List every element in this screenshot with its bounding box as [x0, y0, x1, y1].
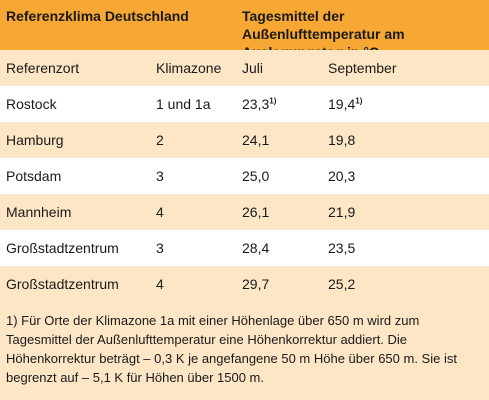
cell-september: 19,8: [328, 132, 356, 148]
cell-september: 25,2: [328, 276, 356, 292]
table-row: Großstadtzentrum 3 28,4 23,5: [0, 230, 489, 266]
cell-juli-value: 23,3: [242, 96, 270, 112]
cell-klimazone: 3: [156, 168, 164, 184]
table-row: Großstadtzentrum 4 29,7 25,2: [0, 266, 489, 303]
footnote-marker: 1): [269, 96, 277, 106]
footnote-marker: 1): [355, 96, 363, 106]
column-header-klimazone: Klimazone: [156, 60, 222, 76]
cell-juli: 28,4: [242, 240, 270, 256]
column-header-september: September: [328, 60, 397, 76]
footnote-text: 1) Für Orte der Klimazone 1a mit einer H…: [6, 313, 457, 385]
cell-referenzort: Rostock: [6, 96, 57, 112]
cell-referenzort: Mannheim: [6, 204, 72, 220]
cell-klimazone: 4: [156, 276, 164, 292]
cell-referenzort: Hamburg: [6, 132, 64, 148]
cell-september-value: 19,4: [328, 96, 356, 112]
cell-juli: 26,1: [242, 204, 270, 220]
cell-referenzort: Großstadtzentrum: [6, 240, 119, 256]
cell-september: 20,3: [328, 168, 356, 184]
cell-klimazone: 2: [156, 132, 164, 148]
column-header-row: Referenzort Klimazone Juli September: [0, 50, 489, 86]
cell-referenzort: Großstadtzentrum: [6, 276, 119, 292]
header-title: Referenzklima Deutschland: [6, 8, 189, 24]
cell-juli: 25,0: [242, 168, 270, 184]
cell-september: 19,41): [328, 95, 362, 113]
column-header-referenzort: Referenzort: [6, 60, 80, 76]
cell-klimazone: 1 und 1a: [156, 96, 211, 112]
cell-juli: 24,1: [242, 132, 270, 148]
table-row: Mannheim 4 26,1 21,9: [0, 194, 489, 230]
cell-juli: 23,31): [242, 95, 276, 113]
cell-klimazone: 3: [156, 240, 164, 256]
column-header-juli: Juli: [242, 60, 264, 76]
table-row: Rostock 1 und 1a 23,31) 19,41): [0, 86, 489, 122]
table-row: Potsdam 3 25,0 20,3: [0, 158, 489, 194]
cell-klimazone: 4: [156, 204, 164, 220]
table-row: Hamburg 2 24,1 19,8: [0, 122, 489, 158]
cell-september: 23,5: [328, 240, 356, 256]
footnote-block: 1) Für Orte der Klimazone 1a mit einer H…: [0, 303, 489, 400]
cell-referenzort: Potsdam: [6, 168, 62, 184]
cell-juli: 29,7: [242, 276, 270, 292]
cell-september: 21,9: [328, 204, 356, 220]
table-header: Referenzklima Deutschland Tagesmittel de…: [0, 0, 489, 60]
